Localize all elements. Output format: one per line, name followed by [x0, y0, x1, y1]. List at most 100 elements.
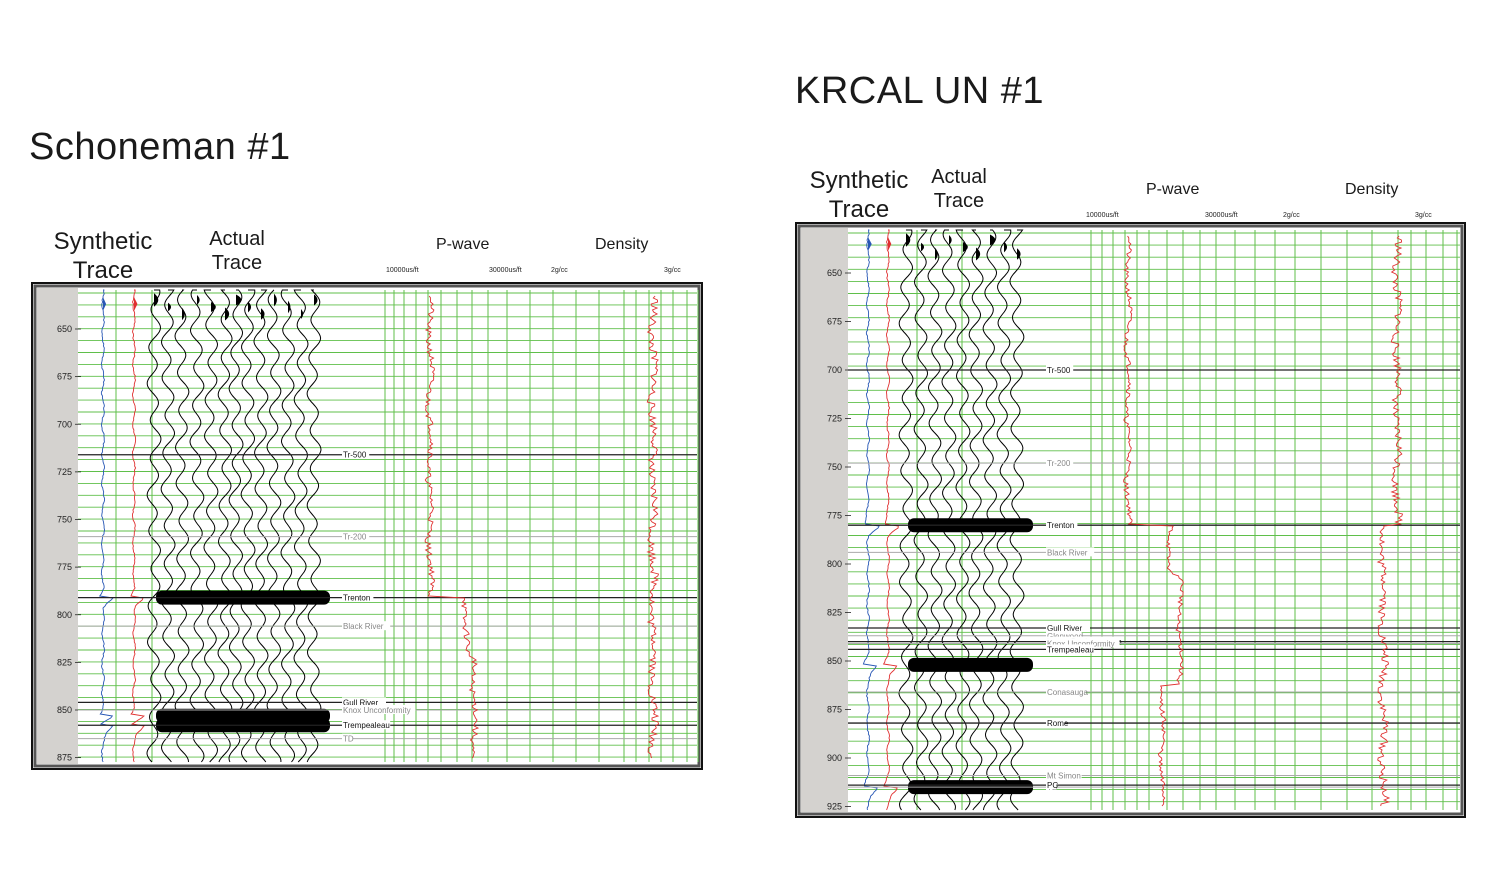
seismic-lobe — [906, 233, 911, 247]
depth-tick-label: 800 — [57, 610, 72, 620]
strong-reflector — [908, 657, 1033, 672]
depth-tick-label: 775 — [827, 511, 842, 521]
seismic-trace — [189, 289, 205, 763]
pwave-track-header: P-wave — [436, 236, 490, 253]
depth-tick-label: 725 — [827, 414, 842, 424]
header-line: Trace — [933, 190, 985, 212]
depth-tick-label: 925 — [827, 802, 842, 812]
synthetic-trace — [862, 229, 880, 811]
seismic-trace — [253, 289, 269, 763]
seismic-trace — [306, 289, 322, 763]
horizon-label: Rome — [1047, 719, 1069, 728]
horizon-label-bg — [342, 720, 391, 730]
horizon-label: TD — [343, 735, 354, 744]
depth-tick-label: 750 — [57, 515, 72, 525]
density-scale-max: 3g/cc — [664, 267, 681, 274]
seismic-lobe — [154, 293, 159, 307]
seismic-lobe — [182, 307, 185, 321]
horizon-label-bg — [342, 449, 370, 459]
synthetic-trace — [98, 289, 114, 763]
grid — [848, 230, 1460, 810]
density-scale-min: 2g/cc — [1283, 212, 1300, 219]
seismic-lobe — [949, 235, 952, 245]
depth-tick-label: 875 — [827, 705, 842, 715]
horizon-label: Tr-500 — [1047, 366, 1071, 375]
density-log-curve — [646, 295, 660, 759]
synthetic-trace — [882, 229, 899, 811]
header-line: Trace — [211, 252, 263, 274]
horizon-label: PC — [1047, 781, 1058, 790]
horizon-label: Conasauga — [1047, 688, 1088, 697]
horizon-label: Glenwood — [1047, 632, 1083, 641]
pwave-log-curve — [1123, 235, 1185, 807]
pwave-scale-min: 10000us/ft — [386, 267, 419, 274]
horizon-label: Mt Simon — [1047, 771, 1081, 780]
depth-tick-label: 825 — [57, 657, 72, 667]
seismic-trace — [266, 289, 282, 762]
seismic-trace — [217, 289, 233, 763]
synthetic-wiggle-fill — [134, 297, 138, 311]
pwave-scale-min: 10000us/ft — [1086, 212, 1119, 219]
well-tie-display: 650 675 700 725 750 775 800 825 850 875 Tr-500 Tr-2… — [31, 282, 703, 770]
pwave-scale-max: 30000us/ft — [489, 267, 522, 274]
pwave-log-curve — [424, 295, 480, 759]
depth-axis-bg — [801, 228, 848, 812]
seismic-lobe — [211, 301, 216, 313]
horizon-label: Gull River — [343, 698, 378, 707]
horizon-label-bg — [342, 621, 391, 631]
depth-tick-label: 650 — [57, 324, 72, 334]
depth-tick-label: 675 — [57, 372, 72, 382]
synthetic-trace — [130, 289, 145, 763]
seismic-lobe — [248, 301, 252, 313]
horizon-label: Gull River — [1047, 624, 1082, 633]
seismic-lobe — [301, 309, 304, 319]
horizon-label-bg — [1046, 365, 1074, 374]
header-line: Synthetic — [53, 228, 153, 255]
horizon-label-bg — [342, 592, 374, 602]
horizon-label: Tr-200 — [1047, 459, 1071, 468]
depth-tick-label: 800 — [827, 559, 842, 569]
seismic-lobe — [168, 302, 172, 312]
horizon-label: Trenton — [343, 594, 370, 603]
seismic-lobe — [236, 294, 242, 306]
density-scale-min: 2g/cc — [551, 267, 568, 274]
horizon-label-bg — [1046, 547, 1095, 557]
horizon-label-bg — [342, 705, 416, 714]
depth-tick-label: 700 — [827, 365, 842, 375]
horizon-label: Trempealeau — [1047, 645, 1094, 654]
horizon-label-bg — [1046, 718, 1065, 728]
seismic-lobe — [935, 247, 938, 261]
depth-tick-label: 775 — [57, 562, 72, 572]
seismic-lobe — [1017, 248, 1021, 260]
horizon-label-bg — [1046, 630, 1082, 640]
header-line: Actual — [931, 166, 987, 188]
horizon-label-bg — [1046, 458, 1074, 468]
seismic-trace — [280, 289, 296, 763]
seismic-trace — [898, 229, 914, 811]
header-line: Trace — [72, 257, 134, 284]
synthetic-wiggle-fill — [868, 237, 872, 251]
horizon-label: Tr-500 — [343, 451, 367, 460]
synthetic-wiggle-fill — [888, 237, 892, 251]
synthetic-trace-header: Synthetic Trace — [800, 166, 918, 224]
density-scale-max: 3g/cc — [1415, 212, 1432, 219]
depth-tick-label: 675 — [827, 317, 842, 327]
seismic-lobe — [921, 242, 925, 252]
depth-tick-label: 825 — [827, 608, 842, 618]
horizon-label: Tr-200 — [343, 533, 367, 542]
depth-axis-bg — [37, 288, 78, 764]
seismic-lobe — [976, 247, 981, 261]
horizon-label-bg — [1046, 623, 1090, 633]
horizon-label-bg — [1046, 520, 1078, 530]
header-line: Trace — [828, 196, 890, 223]
seismic-lobe — [288, 300, 291, 314]
seismic-trace — [174, 289, 190, 763]
seismic-lobe — [1004, 241, 1008, 253]
horizon-label-bg — [1046, 638, 1120, 648]
horizon-label: Black River — [343, 622, 384, 631]
density-log-curve — [1376, 235, 1404, 807]
header-line: Actual — [209, 228, 265, 250]
horizon-label: Black River — [1047, 548, 1088, 557]
panel-title: Schoneman #1 — [29, 126, 291, 168]
seismic-trace — [228, 289, 244, 763]
